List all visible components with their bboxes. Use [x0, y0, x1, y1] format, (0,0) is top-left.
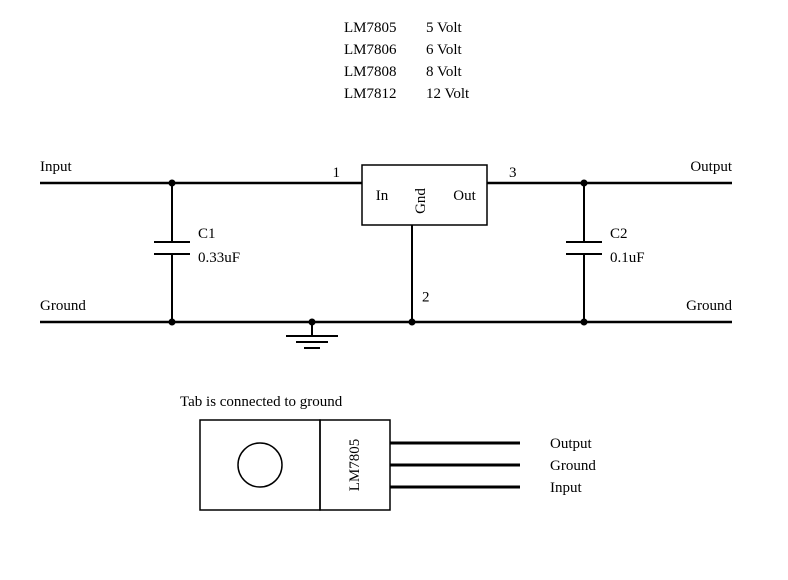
- package-tab: [200, 420, 320, 510]
- variant-volt: 6 Volt: [426, 42, 463, 58]
- circuit-diagram: LM7805 5 Volt LM7806 6 Volt LM7808 8 Volt LM78…: [0, 0, 788, 580]
- pin1-label: 1: [333, 165, 341, 181]
- package-pin-label-0: Output: [550, 436, 593, 452]
- package-note: Tab is connected to ground: [180, 394, 343, 410]
- variant-volt: 8 Volt: [426, 64, 463, 80]
- reg-in-label: In: [376, 188, 389, 204]
- ground-label-right: Ground: [686, 298, 732, 314]
- pin3-label: 3: [509, 165, 517, 181]
- c1-value: 0.33uF: [198, 250, 240, 266]
- variant-part: LM7806: [344, 42, 397, 58]
- variant-volt: 5 Volt: [426, 20, 463, 36]
- ground-label-left: Ground: [40, 298, 86, 314]
- c2-value: 0.1uF: [610, 250, 645, 266]
- package-hole: [238, 443, 282, 487]
- pin2-label: 2: [422, 290, 430, 306]
- output-label: Output: [690, 159, 733, 175]
- package-part-label: LM7805: [347, 439, 363, 492]
- c2-name: C2: [610, 226, 628, 242]
- input-label: Input: [40, 159, 72, 175]
- reg-gnd-label: Gnd: [413, 188, 429, 214]
- variant-volt: 12 Volt: [426, 86, 470, 102]
- package-pin-label-1: Ground: [550, 458, 596, 474]
- variant-part: LM7808: [344, 64, 397, 80]
- reg-out-label: Out: [453, 188, 476, 204]
- variant-part: LM7812: [344, 86, 397, 102]
- variant-part: LM7805: [344, 20, 397, 36]
- package-pin-label-2: Input: [550, 480, 582, 496]
- c1-name: C1: [198, 226, 216, 242]
